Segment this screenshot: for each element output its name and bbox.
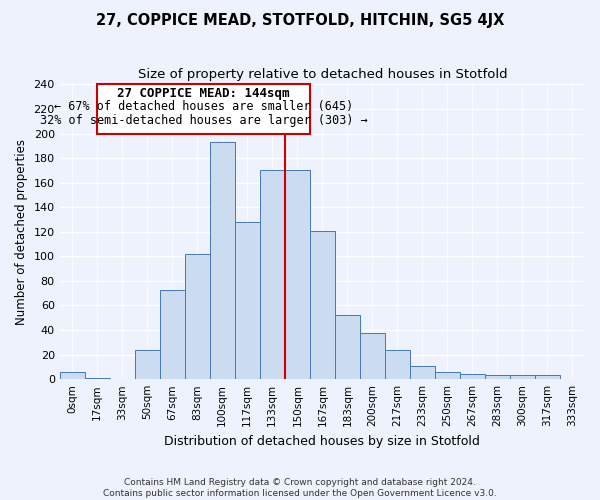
- Text: 32% of semi-detached houses are larger (303) →: 32% of semi-detached houses are larger (…: [40, 114, 367, 126]
- Title: Size of property relative to detached houses in Stotfold: Size of property relative to detached ho…: [137, 68, 507, 80]
- Bar: [460, 374, 485, 379]
- Bar: [485, 376, 510, 379]
- Bar: [535, 376, 560, 379]
- Bar: [360, 332, 385, 379]
- Bar: [310, 230, 335, 379]
- Bar: [59, 372, 85, 379]
- Bar: [260, 170, 285, 379]
- Bar: [235, 222, 260, 379]
- Bar: [385, 350, 410, 379]
- Bar: [510, 376, 535, 379]
- Y-axis label: Number of detached properties: Number of detached properties: [15, 139, 28, 325]
- Bar: [135, 350, 160, 379]
- Bar: [210, 142, 235, 379]
- Bar: [410, 366, 435, 379]
- Bar: [160, 290, 185, 379]
- Text: Contains HM Land Registry data © Crown copyright and database right 2024.
Contai: Contains HM Land Registry data © Crown c…: [103, 478, 497, 498]
- Bar: [335, 316, 360, 379]
- Bar: [85, 378, 110, 379]
- Text: 27, COPPICE MEAD, STOTFOLD, HITCHIN, SG5 4JX: 27, COPPICE MEAD, STOTFOLD, HITCHIN, SG5…: [96, 12, 504, 28]
- X-axis label: Distribution of detached houses by size in Stotfold: Distribution of detached houses by size …: [164, 434, 480, 448]
- Bar: [97, 84, 310, 134]
- Text: 27 COPPICE MEAD: 144sqm: 27 COPPICE MEAD: 144sqm: [117, 86, 290, 100]
- Bar: [185, 254, 210, 379]
- Bar: [285, 170, 310, 379]
- Bar: [435, 372, 460, 379]
- Text: ← 67% of detached houses are smaller (645): ← 67% of detached houses are smaller (64…: [54, 100, 353, 113]
